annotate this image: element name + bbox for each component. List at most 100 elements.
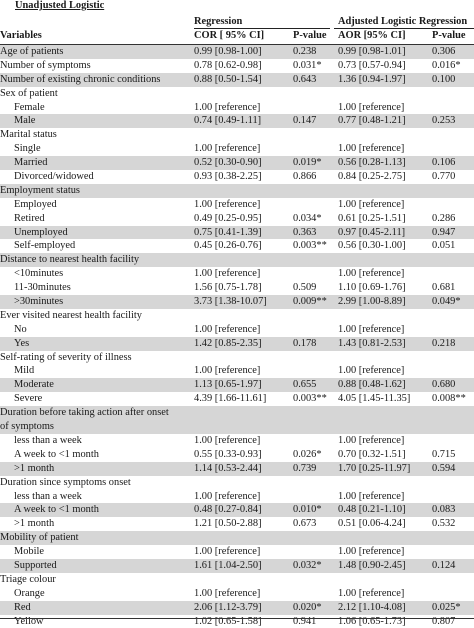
cell-cor: 0.52 [0.30-0.90] (194, 157, 262, 169)
cell-pvalue-adjusted: 0.680 (432, 379, 456, 391)
table-row: >30minutes 3.73 [1.38-10.07] 0.009** 2.99 [… (0, 295, 474, 309)
cell-cor: 0.93 [0.38-2.25] (194, 171, 262, 183)
cell-cor: 0.55 [0.33-0.93] (194, 448, 262, 460)
cell-cor: 0.48 [0.27-0.84] (194, 504, 262, 516)
table-row: Duration before taking action after onse… (0, 406, 474, 421)
table-row: less than a week 1.00 [reference] 1.00 [re… (0, 434, 474, 448)
group-header-unadjusted: Regression (194, 16, 243, 27)
cell-pvalue-unadjusted: 0.026* (293, 448, 322, 460)
cell-aor: 2.99 [1.00-8.89] (338, 296, 406, 308)
table-row: Distance to nearest health facility (0, 253, 474, 268)
cell-variable: Number of existing chronic conditions (0, 73, 161, 85)
cell-aor: 1.00 [reference] (338, 198, 405, 210)
cell-variable: Yellow (14, 615, 44, 627)
cell-pvalue-unadjusted: 0.034* (293, 212, 322, 224)
cell-aor: 1.70 [0.25-11.97] (338, 462, 411, 474)
cell-cor: 1.61 [1.04-2.50] (194, 559, 262, 571)
cell-cor: 1.00 [reference] (194, 546, 261, 558)
cell-pvalue-adjusted: 0.106 (432, 157, 456, 169)
table-row: Mobility of patient (0, 531, 474, 546)
table-row: Red 2.06 [1.12-3.79] 0.020* 2.12 [1.10-4.08… (0, 600, 474, 615)
table-row: >1 month 1.21 [0.50-2.88] 0.673 0.51 [0.06-… (0, 517, 474, 531)
cell-aor: 1.43 [0.81-2.53] (338, 337, 406, 349)
table-body: Age of patients 0.99 [0.98-1.00] 0.238 0.99… (0, 45, 474, 628)
cell-pvalue-adjusted: 0.532 (432, 518, 456, 530)
cell-pvalue-adjusted: 0.025* (432, 601, 461, 613)
cell-aor: 1.00 [reference] (338, 101, 405, 113)
cell-cor: 1.21 [0.50-2.88] (194, 518, 262, 530)
cell-variable: Number of symptoms (0, 59, 91, 71)
table-row: Female 1.00 [reference] 1.00 [reference] (0, 101, 474, 115)
cell-pvalue-unadjusted: 0.003** (293, 240, 327, 252)
table-row: Marital status (0, 128, 474, 142)
cell-cor: 1.02 [0.65-1.58] (194, 615, 262, 627)
table-row: No 1.00 [reference] 1.00 [reference] (0, 323, 474, 337)
cell-variable: Age of patients (0, 46, 64, 57)
cell-pvalue-adjusted: 0.681 (432, 282, 456, 294)
cell-pvalue-adjusted: 0.083 (432, 504, 456, 516)
cell-pvalue-unadjusted: 0.238 (293, 46, 317, 57)
cell-variable: less than a week (14, 434, 82, 446)
cell-variable: Mobile (14, 546, 45, 558)
cell-aor: 0.51 [0.06-4.24] (338, 518, 406, 530)
col-header-pvalue-2: P-value (432, 30, 466, 41)
cell-cor: 1.00 [reference] (194, 490, 261, 502)
cell-aor: 0.56 [0.28-1.13] (338, 157, 406, 169)
cell-cor: 1.56 [0.75-1.78] (194, 282, 262, 294)
cell-variable: 11-30minutes (14, 282, 71, 294)
cell-cor: 0.74 [0.49-1.11] (194, 115, 262, 127)
cell-cor: 3.73 [1.38-10.07] (194, 296, 267, 308)
cell-cor: 2.06 [1.12-3.79] (194, 601, 262, 613)
cell-aor: 1.10 [0.69-1.76] (338, 282, 406, 294)
cell-variable: Male (14, 115, 36, 127)
cell-aor: 0.70 [0.32-1.51] (338, 448, 406, 460)
group-underline-unadjusted (194, 28, 330, 29)
cell-pvalue-unadjusted: 0.866 (293, 171, 317, 183)
cell-variable: No (14, 323, 27, 335)
cell-pvalue-unadjusted: 0.655 (293, 379, 317, 391)
col-header-variables: Variables (0, 30, 42, 41)
cell-variable: >30minutes (14, 296, 64, 308)
cell-cor: 0.49 [0.25-0.95] (194, 212, 262, 224)
cell-variable: Orange (14, 587, 45, 599)
cell-pvalue-adjusted: 0.016* (432, 59, 461, 71)
table-row: Self-rating of severity of illness (0, 351, 474, 365)
cell-cor: 1.13 [0.65-1.97] (194, 379, 262, 391)
table-caption: Unadjusted Logistic (1, 0, 474, 16)
cell-pvalue-adjusted: 0.715 (432, 448, 456, 460)
table-row: Age of patients 0.99 [0.98-1.00] 0.238 0.99… (0, 45, 474, 59)
cell-cor: 1.00 [reference] (194, 587, 261, 599)
cell-pvalue-adjusted: 0.947 (432, 226, 456, 238)
cell-cor: 1.00 [reference] (194, 198, 261, 210)
cell-aor: 0.99 [0.98-1.01] (338, 46, 406, 57)
group-header-row: Regression Adjusted Logistic Regression (0, 16, 474, 29)
cell-aor: 1.06 [0.65-1.73] (338, 615, 406, 627)
cell-cor: 0.88 [0.50-1.54] (194, 73, 262, 85)
cell-pvalue-adjusted: 0.218 (432, 337, 456, 349)
cell-variable: <10minutes (14, 268, 64, 280)
cell-cor: 4.39 [1.66-11.61] (194, 393, 267, 405)
cell-aor: 0.77 [0.48-1.21] (338, 115, 406, 127)
caption-title: Unadjusted Logistic (15, 0, 105, 11)
cell-variable: Married (14, 157, 48, 169)
cell-pvalue-adjusted: 0.306 (432, 46, 456, 57)
cell-aor: 1.00 [reference] (338, 434, 405, 446)
cell-variable: Mild (14, 365, 35, 377)
table-row: Single 1.00 [reference] 1.00 [reference] (0, 142, 474, 156)
table-row: Ever visited nearest health facility (0, 309, 474, 323)
table-row: Yes 1.42 [0.85-2.35] 0.178 1.43 [0.81-2.53]… (0, 336, 474, 351)
table-row: Married 0.52 [0.30-0.90] 0.019* 0.56 [0.28-… (0, 156, 474, 171)
cell-aor: 0.97 [0.45-2.11] (338, 226, 406, 238)
cell-aor: 0.88 [0.48-1.62] (338, 379, 406, 391)
table-row: Number of symptoms 0.78 [0.62-0.98] 0.031*… (0, 59, 474, 73)
cell-pvalue-unadjusted: 0.147 (293, 115, 317, 127)
table-row: Triage colour (0, 573, 474, 587)
cell-variable: Yes (14, 337, 30, 349)
cell-pvalue-unadjusted: 0.363 (293, 226, 317, 238)
table-row: Number of existing chronic conditions 0.8… (0, 72, 474, 87)
cell-variable: Female (14, 101, 45, 113)
cell-variable: Distance to nearest health facility (0, 254, 140, 266)
cell-pvalue-unadjusted: 0.509 (293, 282, 317, 294)
cell-pvalue-unadjusted: 0.003** (293, 393, 327, 405)
cell-aor: 4.05 [1.45-11.35] (338, 393, 411, 405)
